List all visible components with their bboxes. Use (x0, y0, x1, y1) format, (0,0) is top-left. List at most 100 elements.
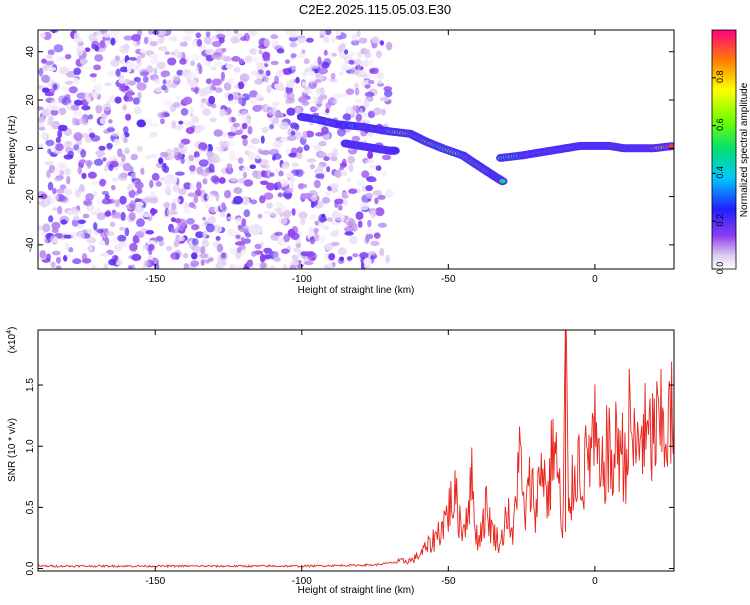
noise-cell (119, 86, 128, 91)
noise-cell (181, 108, 189, 116)
noise-cell (277, 208, 283, 215)
noise-cell (202, 217, 206, 221)
noise-cell (160, 177, 166, 182)
noise-cell (259, 195, 266, 203)
noise-cell (57, 206, 62, 215)
noise-cell (241, 218, 246, 226)
noise-cell (317, 56, 321, 64)
noise-cell (146, 230, 154, 234)
noise-cell (41, 75, 50, 83)
noise-cell (237, 247, 242, 253)
noise-cell (179, 236, 185, 241)
noise-cell (165, 51, 170, 55)
noise-cell (268, 109, 275, 115)
noise-cell (148, 248, 152, 255)
noise-cell (307, 158, 316, 162)
noise-cell (228, 78, 235, 85)
noise-cell (129, 212, 136, 221)
noise-cell (142, 213, 151, 218)
noise-cell (249, 226, 258, 234)
noise-cell (331, 36, 335, 43)
noise-cell (278, 216, 287, 225)
noise-cell (338, 204, 342, 209)
y-tick-label: 0 (25, 145, 36, 151)
noise-cell (269, 124, 274, 129)
noise-cell (88, 114, 93, 119)
svg-text:(x104): (x104) (6, 327, 18, 354)
noise-cell (40, 250, 47, 258)
noise-cell (40, 33, 46, 38)
noise-cell (41, 132, 47, 140)
noise-cell (163, 99, 173, 106)
noise-cell (323, 156, 329, 161)
noise-cell (172, 75, 180, 81)
noise-cell (226, 163, 232, 168)
noise-cell (296, 77, 300, 84)
noise-cell (215, 87, 223, 93)
noise-cell (364, 59, 369, 67)
noise-cell (191, 118, 195, 126)
noise-cell (248, 145, 257, 151)
noise-cell (361, 170, 369, 178)
noise-cell (361, 69, 366, 75)
x-tick-label: -50 (441, 576, 456, 587)
noise-cell (136, 218, 145, 227)
noise-cell (56, 266, 62, 271)
noise-cell (91, 264, 96, 268)
noise-cell (320, 76, 326, 80)
noise-cell (381, 171, 387, 176)
noise-cell (212, 41, 222, 47)
noise-cell (198, 66, 202, 75)
noise-cell (373, 108, 382, 116)
noise-cell (214, 129, 223, 137)
noise-cell (231, 117, 236, 123)
noise-cell (374, 232, 381, 238)
noise-cell (271, 61, 279, 65)
noise-cell (270, 265, 276, 271)
noise-cell (175, 48, 179, 57)
noise-cell (158, 46, 168, 51)
noise-cell (367, 220, 372, 228)
noise-cell (49, 194, 59, 201)
noise-cell (102, 157, 106, 161)
noise-cell (309, 214, 316, 220)
noise-cell (304, 261, 313, 265)
noise-cell (344, 49, 348, 54)
snr-scale-label: (x104) (6, 327, 18, 354)
y-tick-label: 0.0 (25, 561, 36, 575)
noise-cell (258, 105, 263, 110)
noise-cell (226, 64, 234, 69)
noise-cell (349, 164, 354, 172)
noise-cell (276, 113, 284, 118)
noise-cell (78, 166, 83, 174)
noise-cell (69, 86, 78, 93)
noise-cell (306, 38, 314, 43)
noise-cell (380, 40, 384, 45)
noise-cell (152, 173, 160, 181)
noise-cell (51, 99, 59, 106)
noise-cell (90, 73, 97, 77)
noise-cell (115, 55, 120, 61)
colorbar-tick-label: 0.2 (715, 214, 725, 227)
noise-cell (208, 216, 216, 224)
noise-cell (122, 104, 127, 110)
noise-cell (376, 165, 382, 171)
noise-cell (214, 61, 223, 67)
colorbar-gradient (712, 30, 736, 269)
noise-cell (307, 229, 312, 237)
noise-cell (274, 202, 283, 206)
noise-cell (118, 79, 126, 84)
noise-cell (203, 231, 208, 238)
noise-cell (68, 151, 74, 158)
noise-cell (319, 87, 324, 95)
noise-cell (192, 238, 199, 246)
noise-cell (103, 33, 111, 38)
noise-cell (349, 236, 358, 245)
noise-cell (321, 127, 329, 135)
noise-cell (189, 155, 195, 162)
noise-cell (93, 65, 101, 71)
noise-cell (355, 88, 360, 96)
noise-cell (85, 47, 91, 52)
noise-cell (38, 117, 46, 123)
noise-cell (175, 96, 180, 102)
